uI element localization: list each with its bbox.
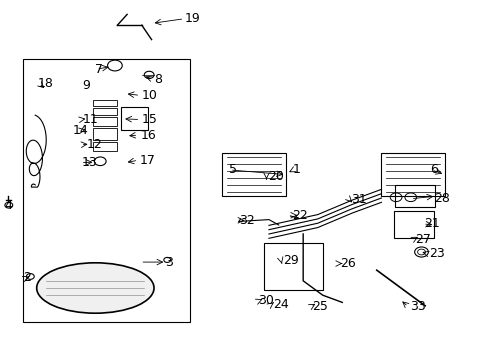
Text: 26: 26 (339, 257, 355, 270)
Text: 20: 20 (267, 170, 283, 183)
Text: 23: 23 (428, 247, 444, 260)
Bar (222, 153, 285, 196)
Bar (93, 108, 117, 115)
Text: 30: 30 (258, 294, 273, 307)
Text: 11: 11 (83, 113, 99, 126)
Text: 33: 33 (409, 300, 425, 313)
Bar (394, 185, 434, 207)
Text: 21: 21 (424, 217, 439, 230)
Bar (93, 128, 117, 140)
Text: 1: 1 (292, 163, 300, 176)
Text: 12: 12 (87, 138, 102, 151)
Text: 4: 4 (4, 199, 12, 212)
Text: 15: 15 (142, 113, 157, 126)
Text: 5: 5 (228, 163, 236, 176)
Text: 28: 28 (433, 192, 449, 205)
Text: 14: 14 (72, 124, 88, 137)
Text: 31: 31 (350, 193, 366, 206)
Text: 24: 24 (272, 298, 288, 311)
Text: 9: 9 (82, 79, 90, 92)
Ellipse shape (37, 263, 154, 313)
Text: 27: 27 (414, 233, 429, 246)
Bar (264, 243, 322, 290)
Text: 17: 17 (139, 154, 155, 167)
Text: 13: 13 (82, 156, 98, 169)
Text: 8: 8 (154, 73, 162, 86)
Bar (393, 211, 433, 238)
Bar (23, 59, 189, 322)
Bar (93, 100, 117, 106)
Bar (381, 153, 444, 196)
Text: 19: 19 (184, 12, 200, 25)
Text: 6: 6 (429, 163, 437, 176)
Text: 16: 16 (141, 129, 156, 141)
Text: 22: 22 (292, 209, 307, 222)
Text: 32: 32 (238, 214, 254, 227)
Text: 18: 18 (38, 77, 54, 90)
Bar (93, 142, 117, 151)
Bar (121, 107, 148, 130)
Text: 10: 10 (142, 89, 157, 102)
Bar (93, 117, 117, 126)
Text: 25: 25 (311, 300, 327, 313)
Text: 3: 3 (165, 256, 173, 269)
Text: 2: 2 (23, 271, 31, 284)
Text: 7: 7 (95, 63, 103, 76)
Text: 29: 29 (282, 255, 298, 267)
